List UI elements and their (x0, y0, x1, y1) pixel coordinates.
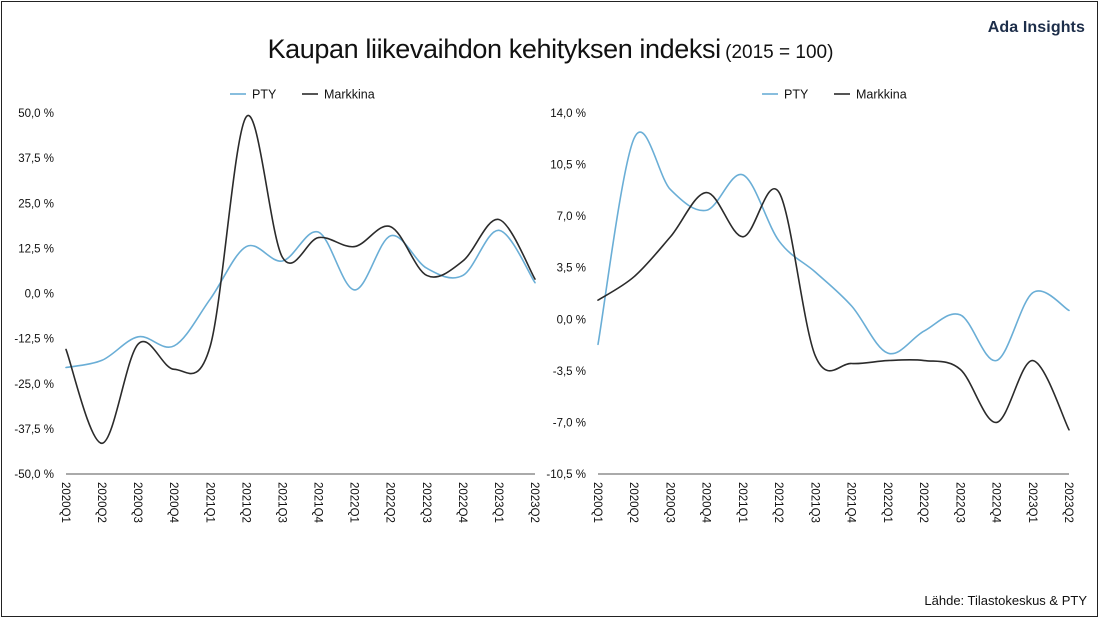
x-tick-label: 2022Q3 (420, 482, 432, 523)
legend: PTY Markkina (762, 88, 907, 102)
y-tick-label: 0,0 % (557, 314, 586, 326)
x-tick-label: 2020Q2 (95, 482, 107, 523)
y-tick-label: 12,5 % (18, 243, 54, 255)
brand-logo: Ada Insights (987, 19, 1085, 36)
x-tick-label: 2023Q1 (492, 482, 504, 523)
x-tick-label: 2022Q1 (881, 482, 893, 523)
x-tick-label: 2020Q4 (700, 482, 712, 524)
legend-label: Markkina (324, 88, 375, 102)
x-tick-label: 2021Q1 (203, 482, 215, 523)
y-tick-label: 0,0 % (25, 289, 54, 301)
chart-title: Kaupan liikevaihdon kehityksen indeksi (… (0, 34, 1101, 65)
chart-left: 50,0 % 37,5 % 25,0 % 12,5 % 0,0 % -12,5 % -25,… (14, 88, 540, 524)
legend: PTY Markkina (230, 88, 375, 102)
x-tick-label: 2020Q3 (131, 482, 143, 523)
x-tick-label: 2021Q4 (312, 482, 324, 524)
y-tick-label: 7,0 % (557, 211, 586, 223)
x-tick-label: 2023Q2 (528, 482, 540, 523)
x-tick-label: 2021Q1 (736, 482, 748, 523)
title-main: Kaupan liikevaihdon kehityksen indeksi (267, 34, 722, 64)
x-tick-label: 2023Q1 (1026, 482, 1038, 523)
y-tick-label: 25,0 % (18, 198, 54, 210)
x-tick-label: 2020Q4 (167, 482, 179, 524)
y-tick-label: 10,5 % (550, 160, 586, 172)
y-tick-label: 37,5 % (18, 153, 54, 165)
y-tick-label: 3,5 % (557, 263, 586, 275)
source-note: Lähde: Tilastokeskus & PTY (924, 593, 1087, 608)
title-subtitle: (2015 = 100) (725, 42, 834, 63)
x-tick-label: 2022Q2 (384, 482, 396, 523)
x-tick-label: 2021Q2 (239, 482, 251, 523)
legend-label: PTY (784, 88, 809, 102)
x-tick-label: 2020Q1 (591, 482, 603, 523)
x-tick-label: 2022Q4 (456, 482, 468, 524)
chart-right: 14,0 % 10,5 % 7,0 % 3,5 % 0,0 % -3,5 % -7,0 % -… (546, 88, 1074, 524)
series-line-markkina (65, 114, 536, 445)
x-tick-label: 2020Q3 (663, 482, 675, 523)
x-tick-label: 2022Q3 (953, 482, 965, 523)
x-tick-label: 2022Q1 (348, 482, 360, 523)
x-tick-label: 2021Q3 (808, 482, 820, 523)
y-tick-label: -7,0 % (553, 417, 586, 429)
x-tick-label: 2021Q2 (772, 482, 784, 523)
y-tick-label: -37,5 % (14, 424, 54, 436)
x-tick-label: 2022Q2 (917, 482, 929, 523)
legend-label: PTY (252, 88, 277, 102)
x-tick-label: 2020Q2 (627, 482, 639, 523)
series-line-markkina (597, 188, 1070, 431)
y-tick-label: -25,0 % (14, 379, 54, 391)
legend-label: Markkina (856, 88, 907, 102)
y-tick-label: 50,0 % (18, 108, 54, 120)
x-tick-label: 2021Q4 (845, 482, 857, 524)
series-line-pty (65, 229, 536, 369)
series-line-pty (597, 131, 1070, 362)
y-tick-label: -10,5 % (546, 469, 586, 481)
y-tick-label: 14,0 % (550, 108, 586, 120)
x-tick-label: 2020Q1 (59, 482, 71, 523)
y-tick-label: -12,5 % (14, 334, 54, 346)
x-tick-label: 2021Q3 (275, 482, 287, 523)
x-tick-label: 2023Q2 (1062, 482, 1074, 523)
x-tick-label: 2022Q4 (990, 482, 1002, 524)
y-tick-label: -3,5 % (553, 366, 586, 378)
y-tick-label: -50,0 % (14, 469, 54, 481)
